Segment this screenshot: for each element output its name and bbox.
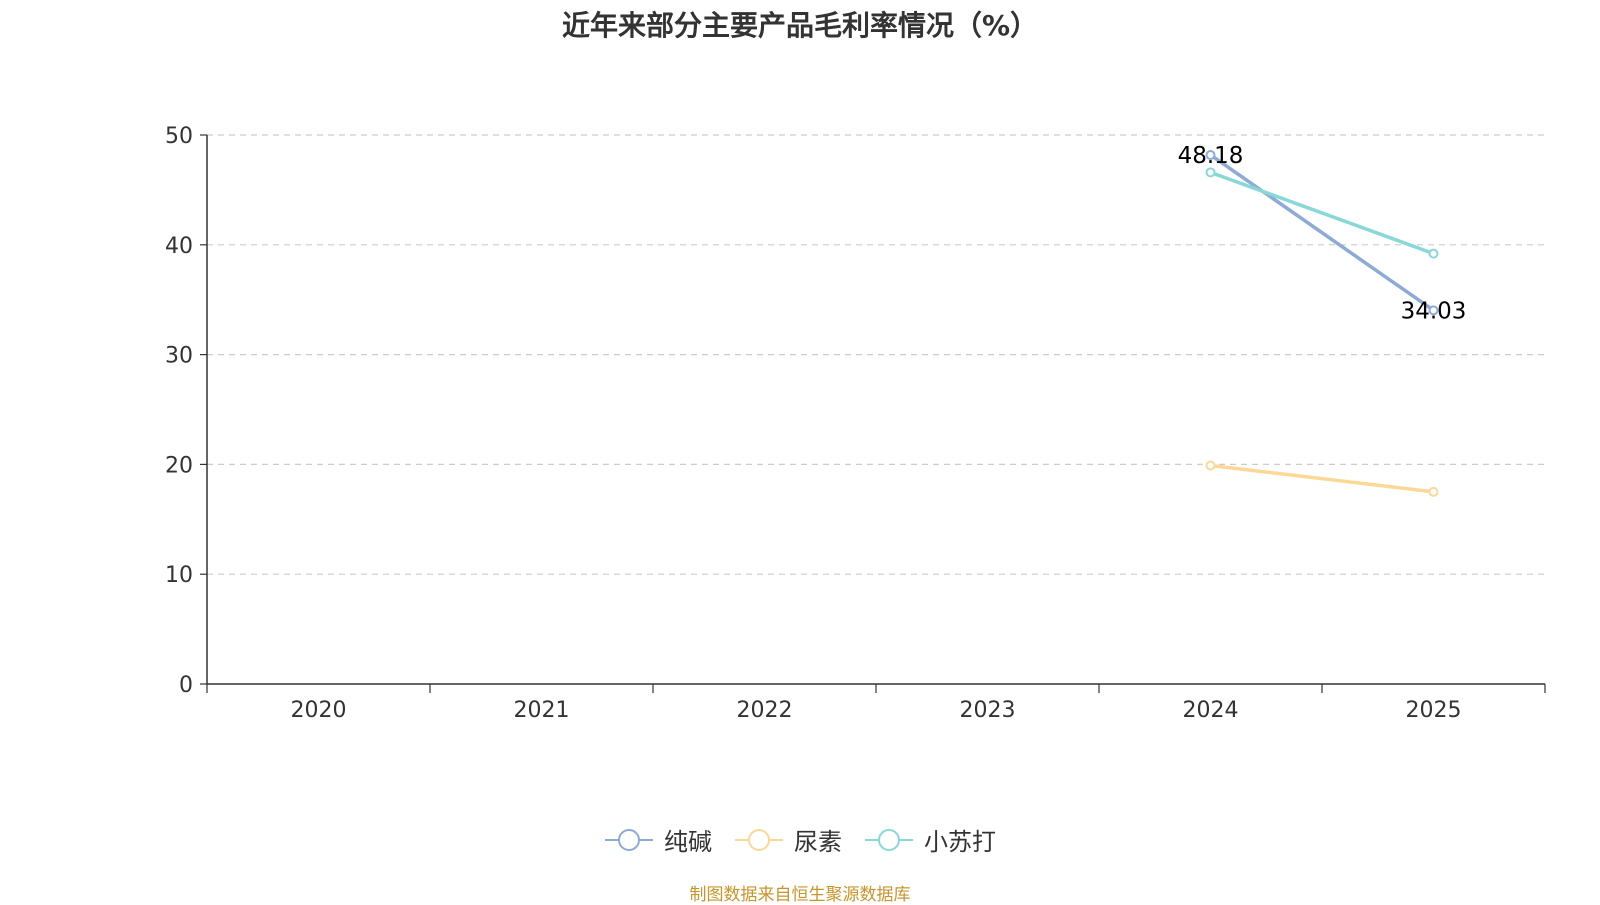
data-point-纯碱-2025 [1428,305,1439,316]
data-label-纯碱-2025: 34.03 [1401,298,1467,324]
x-tick-label-2023: 2023 [960,698,1016,723]
legend-label-urea: 尿素 [794,828,842,856]
data-point-尿素-2024 [1205,460,1216,471]
series-line-纯碱 [1209,153,1435,312]
data-source-note: 制图数据来自恒生聚源数据库 [689,885,911,905]
x-tick-label-2020: 2020 [291,698,347,723]
chart-legend: 纯碱 尿素 小苏打 [0,822,1600,857]
legend-label-baking-soda: 小苏打 [924,828,996,856]
series-line-尿素 [1210,463,1434,494]
legend-marker-urea [735,828,783,851]
x-tick-label-2021: 2021 [514,698,570,723]
data-point-纯碱-2024 [1205,149,1216,160]
data-point-小苏打-2024 [1205,167,1216,178]
legend-label-soda-ash: 纯碱 [664,828,712,856]
y-tick-label-50: 50 [165,124,193,149]
y-tick-label-10: 10 [165,563,193,588]
data-point-小苏打-2025 [1428,248,1439,259]
legend-item-baking-soda[interactable]: 小苏打 [864,822,996,857]
data-point-尿素-2025 [1428,486,1439,497]
y-tick-label-0: 0 [179,673,193,698]
line-chart: 0 10 20 30 40 50 2020 2021 2022 2023 2024 2025 48.18… [165,124,1546,723]
x-tick-label-2024: 2024 [1183,698,1239,723]
data-label-纯碱-2024: 48.18 [1178,143,1244,169]
legend-marker-soda-ash [605,828,653,851]
x-tick-label-2022: 2022 [737,698,793,723]
y-tick-label-20: 20 [165,453,193,478]
series-line-小苏打 [1209,170,1435,256]
y-tick-label-30: 30 [165,344,193,369]
x-tick-label-2025: 2025 [1406,698,1462,723]
legend-item-soda-ash[interactable]: 纯碱 [604,822,712,857]
legend-item-urea[interactable]: 尿素 [734,822,842,857]
legend-marker-baking-soda [865,828,913,851]
y-tick-label-40: 40 [165,234,193,259]
chart-title: 近年来部分主要产品毛利率情况（%） [561,9,1039,42]
